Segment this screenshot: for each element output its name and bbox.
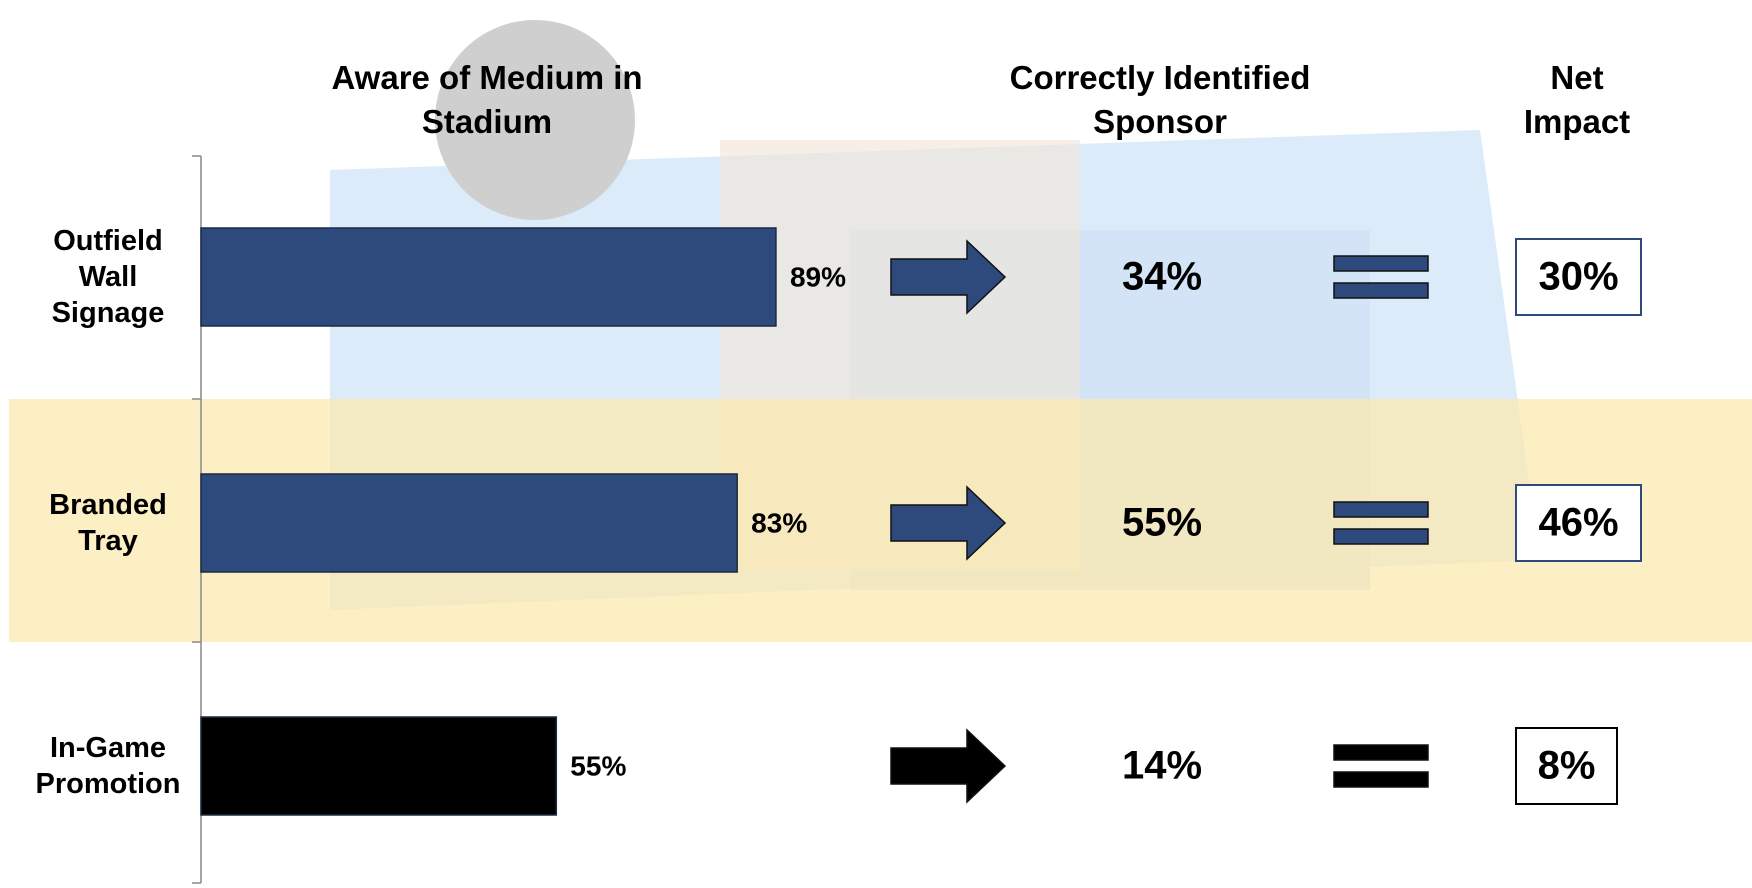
- value-label: 89%: [790, 261, 846, 292]
- sponsor-value: 14%: [1122, 744, 1202, 788]
- bar: [200, 716, 558, 816]
- category-label: In-Game Promotion: [35, 732, 181, 800]
- column-header: Net Impact: [1523, 59, 1631, 140]
- equals-bar: [1333, 771, 1429, 788]
- value-label: 55%: [570, 750, 626, 781]
- arrow: [890, 239, 1007, 315]
- arrow: [890, 485, 1007, 561]
- bar: [200, 473, 738, 573]
- value-label: 83%: [751, 507, 807, 538]
- column-header: Correctly Identified Sponsor: [1009, 59, 1311, 140]
- category-label: Branded Tray: [49, 489, 167, 557]
- net-impact-value: 8%: [1538, 744, 1596, 788]
- sponsor-value: 34%: [1122, 255, 1202, 299]
- net-impact-value: 30%: [1538, 255, 1618, 299]
- bar: [200, 227, 777, 327]
- arrow: [890, 728, 1007, 804]
- equals-bar: [1333, 282, 1429, 299]
- net-impact-box: [1515, 727, 1618, 805]
- equals-bar: [1333, 255, 1429, 272]
- net-impact-box: [1515, 484, 1642, 562]
- equals-bar: [1333, 744, 1429, 761]
- net-impact-box: [1515, 238, 1642, 316]
- net-impact-value: 46%: [1538, 501, 1618, 545]
- column-header: Aware of Medium in Stadium: [331, 59, 643, 140]
- equals-bar: [1333, 528, 1429, 545]
- category-label: Outfield Wall Signage: [51, 225, 165, 329]
- sponsor-value: 55%: [1122, 501, 1202, 545]
- equals-bar: [1333, 501, 1429, 518]
